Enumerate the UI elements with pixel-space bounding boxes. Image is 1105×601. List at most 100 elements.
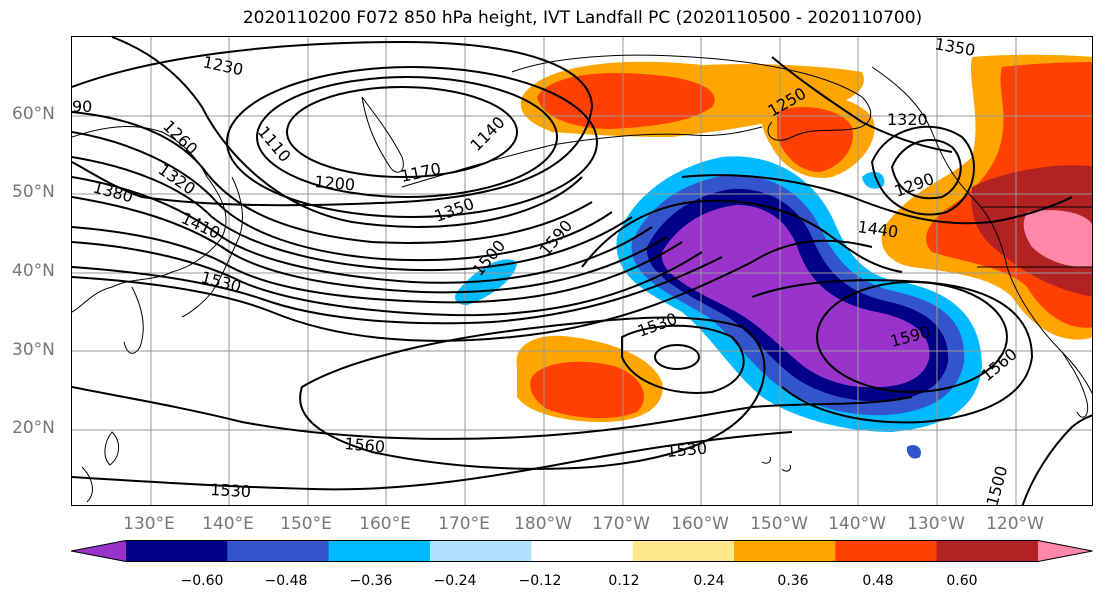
lon-label-130w: 130°W	[907, 514, 965, 534]
negative-region-core	[661, 205, 930, 388]
contour-label-1140: 1140	[466, 113, 508, 155]
coastline-aleutians	[401, 126, 763, 188]
contour-1170	[226, 66, 598, 218]
lon-label-150w: 150°W	[750, 514, 808, 534]
colorbar-tick-060: 0.60	[946, 573, 978, 589]
lon-label-160w: 160°W	[671, 514, 729, 534]
contour-1200	[72, 40, 594, 207]
colorbar-segment	[835, 540, 938, 562]
negative-region-small-hawaii	[906, 445, 921, 459]
lat-label-20n: 20°N	[12, 418, 55, 438]
lon-label-160e: 160°E	[359, 514, 411, 534]
contour-label-1530-bottom: 1530	[210, 480, 252, 501]
lon-label-180w: 180°W	[514, 514, 572, 534]
coastline-kamchatka	[361, 96, 404, 173]
map-title: 2020110200 F072 850 hPa height, IVT Land…	[242, 8, 923, 28]
lat-label-30n: 30°N	[12, 340, 55, 360]
map-svg: 1230 1260 1320 1380 1410 1530 1110 1200 …	[72, 37, 1092, 506]
lon-label-140e: 140°E	[202, 514, 254, 534]
contour-label-90: 90	[72, 97, 92, 116]
positive-region-westcoast-pink	[1023, 210, 1092, 268]
colorbar-tick-neg024: −0.24	[433, 573, 477, 589]
positive-region-gulf-core	[777, 107, 853, 172]
contour-1320	[72, 156, 633, 272]
colorbar-segment	[531, 540, 634, 562]
lon-label-130e: 130°E	[123, 514, 175, 534]
contour-label-1560-east: 1560	[977, 344, 1020, 385]
colorbar-segment	[126, 540, 228, 562]
contour-1110	[286, 86, 518, 178]
contour-label-1230: 1230	[201, 52, 245, 79]
coastline-alaska	[511, 54, 872, 141]
colorbar-segment	[430, 540, 532, 562]
colorbar	[71, 540, 1093, 562]
lon-label-150e: 150°E	[280, 514, 332, 534]
lon-label-120w: 120°W	[986, 514, 1044, 534]
lat-label-40n: 40°N	[12, 261, 55, 281]
colorbar-segments	[71, 540, 1093, 562]
contour-label-1530-south: 1530	[666, 439, 708, 461]
positive-region-subtropical-core	[530, 361, 645, 419]
contour-1230	[111, 37, 583, 228]
contour-label-1170: 1170	[399, 159, 443, 186]
contour-label-1410: 1410	[178, 208, 223, 242]
lat-label-60n: 60°N	[12, 104, 55, 124]
contour-1530-west	[72, 239, 873, 342]
contour-1530-south	[72, 431, 793, 491]
coastline-japan	[181, 176, 243, 318]
lon-label-170e: 170°E	[438, 514, 490, 534]
contour-1560-mid	[299, 316, 766, 470]
border-canada-us	[977, 206, 1092, 268]
contour-label-1560-south: 1560	[344, 434, 386, 456]
colorbar-tick-024: 0.24	[693, 573, 725, 589]
contour-label-1320-east: 1320	[887, 110, 928, 129]
contour-small-low	[654, 344, 700, 370]
contour-1410	[72, 226, 683, 304]
map-panel: 1230 1260 1320 1380 1410 1530 1110 1200 …	[71, 36, 1093, 506]
contour-1470	[72, 241, 703, 317]
contour-label-1200: 1200	[314, 172, 356, 194]
colorbar-tick-neg036: −0.36	[349, 573, 393, 589]
colorbar-segment	[734, 540, 836, 562]
colorbar-segment	[328, 540, 431, 562]
coastlines	[72, 54, 1092, 503]
lon-label-140w: 140°W	[828, 514, 886, 534]
contour-1590-mid	[581, 199, 903, 273]
coastline-korea	[123, 286, 144, 354]
colorbar-tick-048: 0.48	[862, 573, 894, 589]
negative-region-small-west	[455, 259, 517, 305]
contour-label-1350-top: 1350	[933, 37, 976, 60]
contour-1500	[72, 256, 723, 325]
contour-1320-low	[870, 125, 975, 216]
coastline-hawaii	[761, 456, 791, 472]
negative-region-small-bc	[862, 171, 885, 189]
coastline-baja	[1061, 351, 1089, 418]
colorbar-extend-high	[1038, 540, 1093, 562]
lon-label-170w: 170°W	[592, 514, 650, 534]
colorbar-outline	[71, 540, 1093, 562]
colorbar-tick-neg012: −0.12	[518, 573, 562, 589]
contour-1380	[72, 196, 668, 294]
contour-1560-south	[72, 386, 913, 440]
coastline-taiwan	[104, 431, 119, 466]
lat-label-50n: 50°N	[12, 182, 55, 202]
coastline-asia	[72, 126, 227, 313]
contour-1560-east	[751, 279, 1034, 424]
colorbar-extend-low	[71, 540, 126, 562]
contour-1290	[72, 131, 613, 262]
contour-label-1110: 1110	[254, 122, 295, 165]
colorbar-segment	[632, 540, 735, 562]
contour-label-1530-west: 1530	[199, 268, 243, 297]
colorbar-tick-neg048: −0.48	[264, 573, 308, 589]
contour-label-1500-east: 1500	[983, 464, 1012, 506]
contour-label-1320: 1320	[155, 160, 199, 199]
shaded-field	[455, 54, 1092, 459]
colorbar-tick-neg060: −0.60	[180, 573, 224, 589]
coastline-philippines	[81, 466, 93, 503]
contour-1350	[72, 176, 653, 284]
colorbar-segment	[227, 540, 330, 562]
contour-1290-low	[890, 138, 962, 200]
contour-1440	[681, 174, 1073, 225]
height-contours	[72, 37, 1092, 505]
colorbar-segment	[936, 540, 1039, 562]
